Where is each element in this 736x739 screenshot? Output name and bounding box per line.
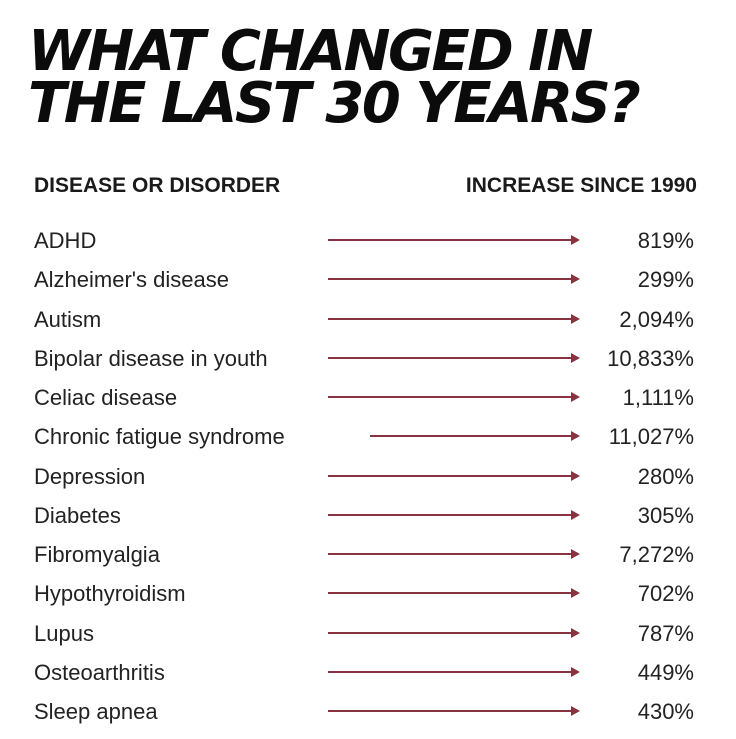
list-item: Osteoarthritis 449% (0, 652, 736, 691)
disease-name: Autism (34, 306, 104, 333)
list-item: Lupus 787% (0, 613, 736, 652)
list-item: Fibromyalgia 7,272% (0, 534, 736, 573)
disease-name: Alzheimer's disease (34, 267, 231, 294)
disease-name: Lupus (34, 620, 96, 647)
column-header-disease: DISEASE OR DISORDER (34, 174, 281, 197)
list-item: Chronic fatigue syndrome 11,027% (0, 416, 736, 455)
title-line-1: WHAT CHANGED IN (28, 19, 593, 84)
increase-value: 819% (637, 228, 694, 253)
arrow-icon (328, 666, 580, 677)
disease-name: Sleep apnea (34, 699, 160, 725)
arrow-icon (328, 627, 580, 638)
increase-value: 10,833% (607, 345, 694, 371)
disease-name: Chronic fatigue syndrome (34, 424, 287, 451)
increase-value: 702% (637, 581, 694, 607)
arrow-icon (328, 549, 580, 559)
arrow-icon (328, 352, 580, 363)
disease-name: Celiac disease (34, 385, 180, 411)
increase-value: 11,027% (608, 424, 694, 450)
list-item: ADHD 819% (0, 220, 736, 259)
increase-value: 449% (637, 659, 694, 685)
arrow-icon (328, 235, 580, 245)
disease-name: Fibromyalgia (34, 542, 162, 568)
title-line-2: THE LAST 30 YEARS? (28, 71, 641, 136)
page-title: WHAT CHANGED IN THE LAST 30 YEARS? (28, 19, 728, 136)
increase-value: 299% (637, 267, 694, 293)
disease-list: ADHD 819% Alzheimer's disease 299% Autism 2,0… (0, 220, 736, 730)
increase-value: 430% (637, 699, 694, 724)
arrow-icon (328, 588, 580, 599)
increase-value: 280% (637, 463, 694, 489)
disease-name: Osteoarthritis (34, 659, 167, 686)
increase-value: 1,111% (622, 385, 694, 410)
column-header-increase: INCREASE SINCE 1990 (465, 174, 697, 197)
arrow-icon (328, 274, 580, 285)
disease-name: Hypothyroidism (34, 581, 188, 608)
disease-name: Depression (34, 463, 148, 490)
list-item: Depression 280% (0, 456, 736, 495)
list-item: Hypothyroidism 702% (0, 573, 736, 612)
increase-value: 305% (637, 502, 694, 528)
increase-value: 787% (637, 620, 694, 646)
increase-value: 7,272% (619, 542, 694, 567)
list-item: Diabetes 305% (0, 495, 736, 534)
list-item: Autism 2,094% (0, 299, 736, 338)
list-item: Bipolar disease in youth 10,833% (0, 338, 736, 377)
list-item: Alzheimer's disease 299% (0, 259, 736, 298)
increase-value: 2,094% (619, 306, 694, 332)
disease-name: Bipolar disease in youth (34, 345, 270, 372)
disease-name: ADHD (34, 228, 99, 254)
arrow-icon (328, 509, 580, 520)
arrow-icon (370, 431, 580, 442)
arrow-icon (328, 470, 580, 481)
list-item: Sleep apnea 430% (0, 691, 736, 730)
list-item: Celiac disease 1,111% (0, 377, 736, 416)
arrow-icon (328, 706, 580, 716)
arrow-icon (328, 313, 580, 324)
disease-name: Diabetes (34, 502, 123, 529)
arrow-icon (328, 392, 580, 402)
